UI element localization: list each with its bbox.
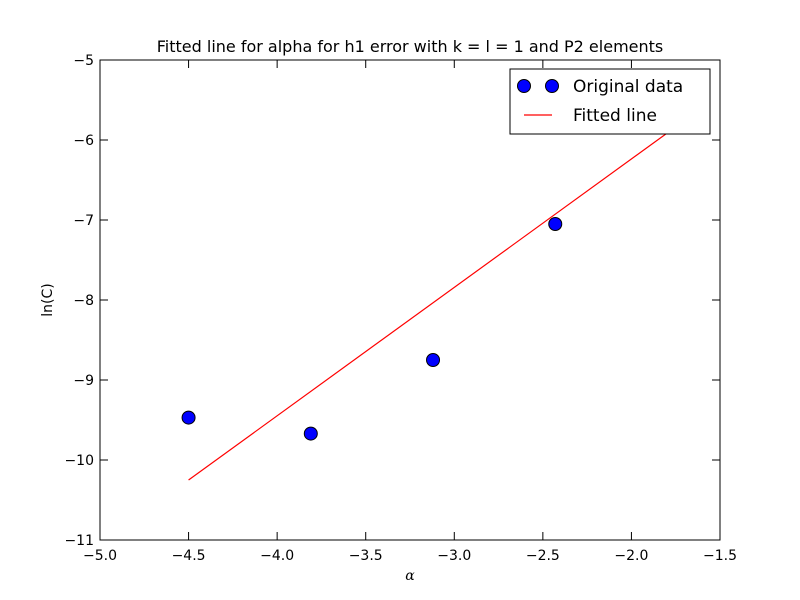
tick-group: −5.0 −4.5 −4.0 −3.5 −3.0 −2.5 −2.0 −1.5 −11 −10 −9… — [64, 53, 737, 564]
legend-label: Fitted line — [573, 106, 657, 126]
x-axis-label: α — [405, 568, 415, 584]
legend-marker — [545, 79, 559, 93]
fitted-line — [188, 131, 669, 481]
data-point — [181, 410, 196, 425]
plot-frame — [99, 59, 721, 541]
x-tick-label: −3.5 — [349, 548, 383, 564]
chart-title: Fitted line for alpha for h1 error with … — [157, 37, 664, 56]
data-point — [548, 217, 563, 231]
x-tick-label: −5.0 — [83, 548, 117, 564]
data-point — [426, 353, 441, 367]
data-point — [303, 426, 318, 441]
legend: Original data Fitted line — [509, 68, 711, 135]
x-tick-label: −1.5 — [703, 548, 737, 564]
plot-area — [100, 60, 720, 540]
legend-box — [509, 68, 711, 135]
y-axis-label: ln(C) — [40, 283, 56, 316]
y-tick-label: −10 — [64, 453, 94, 469]
x-tick-label: −2.0 — [614, 548, 648, 564]
legend-marker — [517, 79, 531, 93]
y-tick-label: −8 — [73, 293, 94, 309]
x-tick-label: −3.0 — [437, 548, 471, 564]
x-tick-label: −4.0 — [260, 548, 294, 564]
x-tick-label: −4.5 — [172, 548, 206, 564]
y-tick-label: −11 — [64, 533, 94, 549]
legend-label: Original data — [573, 77, 683, 97]
y-tick-label: −5 — [73, 53, 94, 69]
series-layer — [181, 131, 669, 481]
y-tick-label: −6 — [73, 133, 94, 149]
x-tick-label: −2.5 — [526, 548, 560, 564]
y-tick-label: −7 — [73, 213, 94, 229]
y-tick-label: −9 — [73, 373, 94, 389]
